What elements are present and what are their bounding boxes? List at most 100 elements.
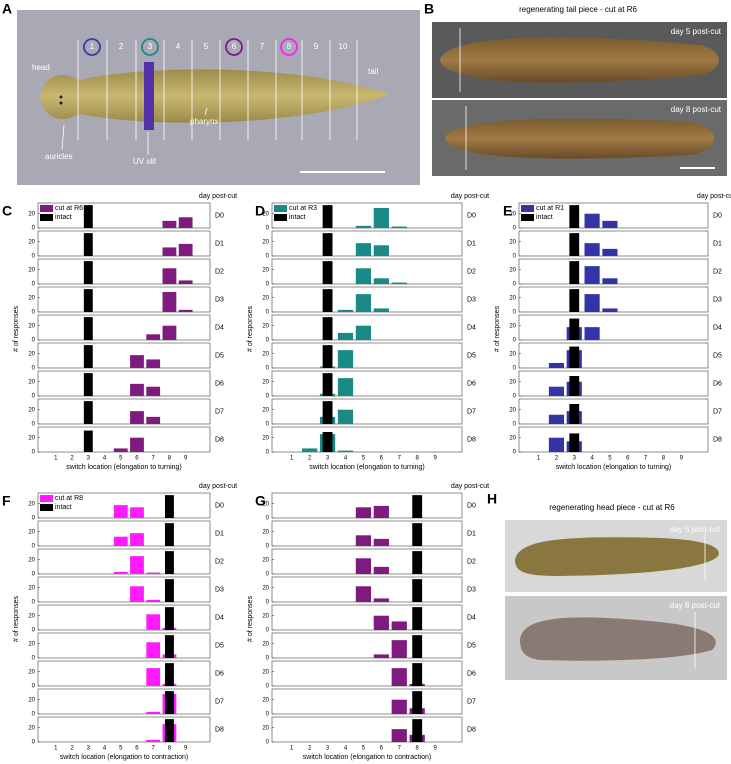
bar (569, 433, 580, 452)
bar (322, 317, 333, 340)
bar (178, 309, 193, 312)
bar (355, 268, 372, 284)
row-frame (271, 370, 463, 397)
x-tick-label: 9 (184, 456, 188, 462)
bar (130, 355, 144, 368)
row-label: D7 (215, 698, 224, 705)
y-tick-label: 20 (262, 585, 269, 591)
eye (59, 101, 63, 105)
bar (113, 448, 128, 452)
y-tick-label: 0 (32, 254, 36, 260)
x-tick-label: 5 (119, 746, 123, 752)
bar (322, 373, 333, 396)
bar (322, 345, 333, 368)
row-label: D6 (215, 670, 224, 677)
x-tick-label: 3 (87, 456, 91, 462)
row-label: D2 (467, 268, 476, 275)
legend-label: intact (55, 504, 72, 511)
y-tick-label: 0 (266, 628, 270, 634)
row-label: D6 (467, 380, 476, 387)
y-tick-label: 0 (513, 310, 517, 316)
y-tick-label: 0 (32, 282, 36, 288)
y-tick-label: 0 (32, 394, 36, 400)
row-label: D0 (467, 502, 476, 509)
label-auricles: auricles (45, 152, 73, 161)
panel-letter: G (255, 493, 266, 509)
region-label: 8 (287, 42, 292, 51)
row-frame (518, 426, 709, 453)
bar (355, 535, 372, 546)
row-frame (37, 286, 211, 313)
bar (162, 247, 177, 256)
y-tick-label: 20 (262, 239, 269, 245)
row-frame (37, 426, 211, 453)
y-tick-label: 20 (28, 501, 35, 507)
y-tick-label: 0 (513, 226, 517, 232)
bar (355, 586, 372, 602)
x-tick-label: 2 (555, 456, 559, 462)
bar (146, 386, 161, 396)
y-axis-label: # of responses (247, 306, 254, 352)
y-tick-label: 0 (266, 600, 270, 606)
x-axis-label: switch location (elongation to contracti… (303, 754, 431, 761)
legend-label: intact (55, 214, 72, 221)
region-ring (280, 38, 298, 56)
bar (322, 261, 333, 284)
bar (113, 571, 128, 574)
bar (337, 409, 354, 424)
bar (584, 327, 600, 340)
x-tick-label: 5 (362, 456, 366, 462)
row-label: D8 (215, 436, 224, 443)
x-tick-label: 3 (326, 456, 330, 462)
panel-letter: F (2, 493, 11, 509)
y-tick-label: 20 (28, 669, 35, 675)
region-lines (77, 40, 358, 140)
worm (515, 537, 719, 576)
y-tick-label: 20 (509, 435, 516, 441)
bar (322, 432, 333, 452)
bar (130, 586, 144, 602)
y-tick-label: 0 (32, 310, 36, 316)
x-tick-label: 7 (152, 456, 156, 462)
bar (602, 248, 618, 256)
x-tick-label: 2 (308, 456, 312, 462)
worm (40, 69, 390, 123)
y-axis-label: # of responses (13, 306, 20, 352)
bar (83, 205, 93, 228)
bar (391, 640, 407, 658)
row-label: D7 (467, 698, 476, 705)
bar (164, 495, 174, 518)
y-tick-label: 0 (266, 544, 270, 550)
row-label: D1 (713, 240, 722, 247)
y-tick-label: 20 (28, 435, 35, 441)
row-frame (37, 576, 211, 603)
y-tick-label: 0 (32, 450, 36, 456)
legend-label: cut at R3 (289, 205, 317, 212)
row-label: D4 (215, 614, 224, 621)
bar (355, 507, 372, 518)
bar (412, 719, 423, 742)
y-tick-label: 20 (509, 239, 516, 245)
row-label: D7 (713, 408, 722, 415)
bar (130, 507, 144, 518)
bar (83, 317, 93, 340)
row-frame (37, 660, 211, 687)
y-tick-label: 20 (262, 351, 269, 357)
row-frame (518, 370, 709, 397)
row-label: D2 (215, 558, 224, 565)
y-tick-label: 0 (266, 656, 270, 662)
label-uv-slit: UV slit (133, 157, 157, 166)
uv-slit (144, 62, 154, 130)
bar (584, 213, 600, 228)
row-label: D0 (713, 212, 722, 219)
y-tick-label: 20 (262, 323, 269, 329)
bar (584, 243, 600, 256)
x-tick-label: 4 (103, 456, 107, 462)
row-label: D3 (467, 296, 476, 303)
row-label: D3 (215, 586, 224, 593)
side-title: day post-cut (697, 193, 731, 200)
photo-title: regenerating head piece - cut at R6 (549, 503, 675, 512)
x-tick-label: 1 (290, 456, 294, 462)
row-label: D6 (215, 380, 224, 387)
x-tick-label: 5 (608, 456, 612, 462)
